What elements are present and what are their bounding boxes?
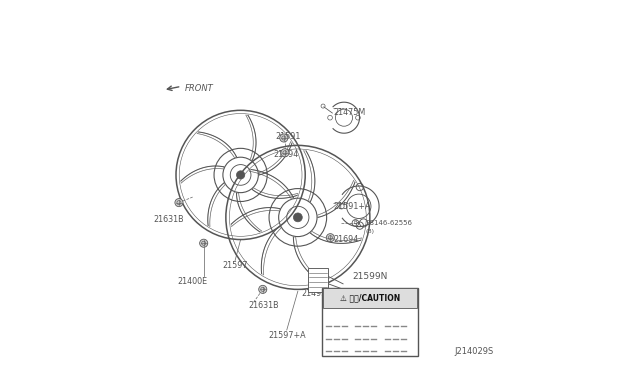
Bar bbox=[308, 268, 328, 292]
Polygon shape bbox=[181, 166, 224, 183]
Polygon shape bbox=[197, 132, 236, 157]
Polygon shape bbox=[261, 226, 281, 275]
Text: 21475M: 21475M bbox=[333, 108, 365, 117]
Text: 21493N: 21493N bbox=[301, 289, 333, 298]
Polygon shape bbox=[293, 237, 321, 281]
Text: 21631B: 21631B bbox=[248, 301, 278, 311]
Circle shape bbox=[280, 134, 288, 142]
Text: J214029S: J214029S bbox=[454, 347, 493, 356]
Polygon shape bbox=[250, 170, 293, 198]
Circle shape bbox=[175, 199, 183, 207]
Circle shape bbox=[293, 213, 302, 222]
Text: FRONT: FRONT bbox=[185, 84, 214, 93]
Polygon shape bbox=[259, 142, 292, 175]
Bar bbox=[323, 288, 417, 308]
Text: ⚠ 注意/CAUTION: ⚠ 注意/CAUTION bbox=[340, 294, 400, 302]
Circle shape bbox=[237, 171, 244, 179]
Text: 21694: 21694 bbox=[274, 150, 299, 159]
Circle shape bbox=[259, 285, 267, 294]
Polygon shape bbox=[231, 208, 280, 227]
Polygon shape bbox=[246, 115, 256, 160]
Text: 21597+A: 21597+A bbox=[268, 331, 305, 340]
Polygon shape bbox=[208, 183, 225, 227]
Text: 21591: 21591 bbox=[276, 132, 301, 141]
Polygon shape bbox=[236, 193, 262, 232]
Text: (B): (B) bbox=[365, 228, 374, 234]
Circle shape bbox=[281, 149, 289, 157]
Circle shape bbox=[200, 239, 208, 247]
Text: 21597: 21597 bbox=[222, 261, 248, 270]
Polygon shape bbox=[303, 151, 315, 202]
Text: B: B bbox=[354, 221, 357, 225]
Polygon shape bbox=[252, 188, 298, 198]
Text: 21631B: 21631B bbox=[154, 215, 184, 224]
Bar bbox=[322, 288, 418, 356]
Circle shape bbox=[326, 234, 334, 242]
Polygon shape bbox=[310, 231, 362, 243]
Text: 21591+A: 21591+A bbox=[333, 202, 371, 211]
Text: 21599N: 21599N bbox=[352, 272, 388, 281]
Text: 21694: 21694 bbox=[333, 235, 358, 244]
Text: 21400E: 21400E bbox=[177, 278, 208, 286]
Polygon shape bbox=[318, 180, 355, 217]
Text: 98146-62556: 98146-62556 bbox=[365, 220, 412, 226]
